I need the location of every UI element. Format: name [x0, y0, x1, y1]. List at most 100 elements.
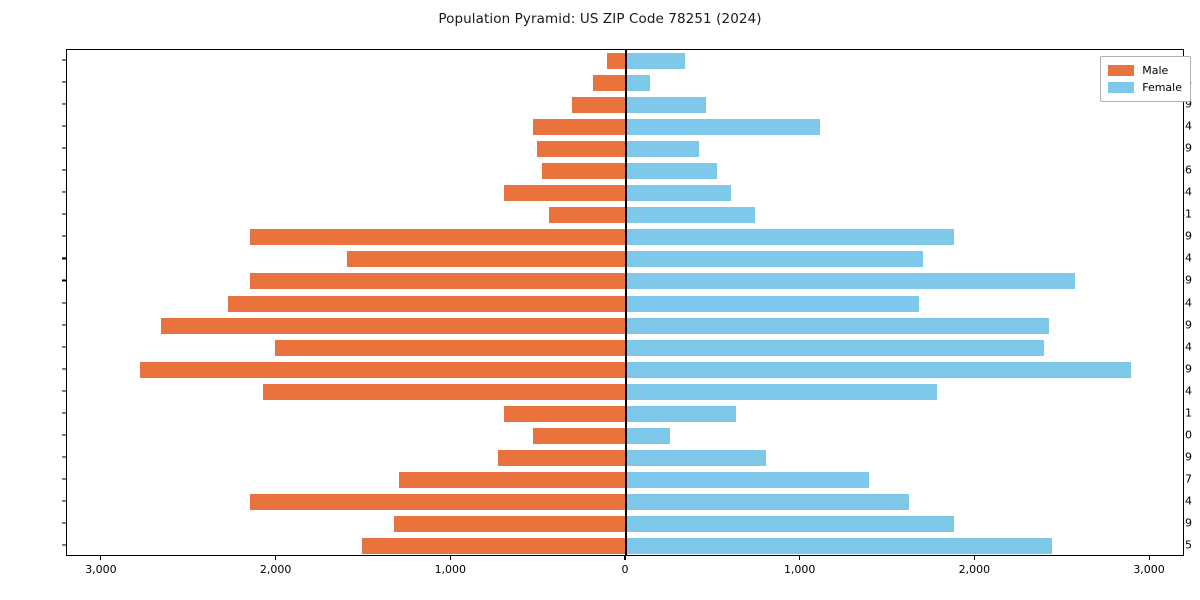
- bar-male[interactable]: [536, 141, 626, 158]
- x-tick-label: 1,000: [783, 563, 816, 576]
- bar-row: [67, 339, 1183, 356]
- legend-swatch: [1108, 65, 1135, 76]
- bar-male[interactable]: [592, 75, 626, 92]
- bar-male[interactable]: [542, 163, 626, 180]
- bar-row: [67, 163, 1183, 180]
- y-tick-mark: [62, 103, 66, 105]
- x-tick-mark: [799, 556, 801, 560]
- y-tick-mark: [62, 81, 66, 83]
- bar-row: [67, 273, 1183, 290]
- bar-row: [67, 537, 1183, 554]
- bar-female[interactable]: [626, 97, 707, 114]
- bar-female[interactable]: [626, 119, 820, 136]
- bar-male[interactable]: [227, 295, 626, 312]
- x-tick-mark: [1148, 556, 1150, 560]
- x-tick-label: 2,000: [259, 563, 292, 576]
- y-tick-mark: [62, 500, 66, 502]
- bar-male[interactable]: [571, 97, 626, 114]
- x-tick-label: 3,000: [85, 563, 117, 576]
- bar-male[interactable]: [346, 251, 626, 268]
- bar-row: [67, 405, 1183, 422]
- x-tick-label: 1,000: [434, 563, 467, 576]
- zero-axis-line: [625, 50, 627, 555]
- bar-male[interactable]: [398, 471, 626, 488]
- bar-female[interactable]: [626, 537, 1053, 554]
- y-tick-mark: [62, 456, 66, 458]
- bar-row: [67, 515, 1183, 532]
- bar-female[interactable]: [626, 141, 700, 158]
- bar-female[interactable]: [626, 295, 920, 312]
- y-tick-mark: [62, 191, 66, 193]
- bar-row: [67, 53, 1183, 70]
- bar-male[interactable]: [503, 185, 626, 202]
- plot-area: [66, 49, 1184, 556]
- legend-swatch: [1108, 82, 1135, 93]
- bar-female[interactable]: [626, 449, 766, 466]
- bar-male[interactable]: [140, 361, 626, 378]
- bar-male[interactable]: [274, 339, 626, 356]
- bar-male[interactable]: [393, 515, 626, 532]
- bar-female[interactable]: [626, 405, 737, 422]
- bar-row: [67, 119, 1183, 136]
- bar-female[interactable]: [626, 163, 717, 180]
- bar-female[interactable]: [626, 515, 955, 532]
- legend-entry[interactable]: Male: [1108, 62, 1182, 79]
- bar-row: [67, 471, 1183, 488]
- bar-female[interactable]: [626, 427, 670, 444]
- bar-row: [67, 75, 1183, 92]
- bar-row: [67, 97, 1183, 114]
- bar-female[interactable]: [626, 75, 651, 92]
- bar-row: [67, 207, 1183, 224]
- x-tick-label: 0: [621, 563, 629, 576]
- y-tick-mark: [62, 434, 66, 436]
- bar-female[interactable]: [626, 317, 1049, 334]
- y-tick-mark: [62, 544, 66, 546]
- bar-female[interactable]: [626, 185, 731, 202]
- bar-female[interactable]: [626, 339, 1044, 356]
- y-tick-mark: [62, 522, 66, 524]
- legend: Male Female: [1100, 56, 1191, 102]
- bar-male[interactable]: [262, 383, 626, 400]
- bar-male[interactable]: [503, 405, 626, 422]
- bar-male[interactable]: [250, 229, 626, 246]
- bar-male[interactable]: [250, 493, 626, 510]
- bar-row: [67, 229, 1183, 246]
- bar-male[interactable]: [533, 119, 626, 136]
- bar-female[interactable]: [626, 383, 937, 400]
- bar-row: [67, 427, 1183, 444]
- bar-female[interactable]: [626, 361, 1131, 378]
- bar-female[interactable]: [626, 471, 869, 488]
- bar-male[interactable]: [498, 449, 626, 466]
- y-tick-mark: [62, 301, 66, 304]
- x-tick-label: 2,000: [958, 563, 991, 576]
- y-tick-mark: [62, 147, 66, 149]
- bar-male[interactable]: [161, 317, 626, 334]
- y-tick-mark: [62, 323, 66, 326]
- bar-row: [67, 493, 1183, 510]
- bar-female[interactable]: [626, 493, 909, 510]
- bar-female[interactable]: [626, 53, 686, 70]
- bar-male[interactable]: [606, 53, 626, 70]
- y-tick-mark: [62, 279, 66, 281]
- legend-label: Female: [1142, 81, 1182, 94]
- y-tick-mark: [62, 59, 66, 61]
- legend-entry[interactable]: Female: [1108, 79, 1182, 96]
- y-tick-mark: [62, 390, 66, 392]
- y-tick-mark: [62, 368, 66, 370]
- bar-male[interactable]: [549, 207, 626, 224]
- bar-female[interactable]: [626, 207, 756, 224]
- bar-male[interactable]: [250, 273, 626, 290]
- x-tick-mark: [624, 556, 626, 560]
- bar-female[interactable]: [626, 229, 955, 246]
- x-tick-mark: [100, 556, 102, 560]
- y-tick-mark: [62, 125, 66, 127]
- bar-male[interactable]: [362, 537, 626, 554]
- bar-row: [67, 141, 1183, 158]
- bar-female[interactable]: [626, 251, 923, 268]
- bar-male[interactable]: [533, 427, 626, 444]
- bar-row: [67, 295, 1183, 312]
- y-tick-mark: [62, 346, 66, 348]
- bar-female[interactable]: [626, 273, 1075, 290]
- bars-layer: [67, 50, 1183, 555]
- y-tick-mark: [62, 169, 66, 171]
